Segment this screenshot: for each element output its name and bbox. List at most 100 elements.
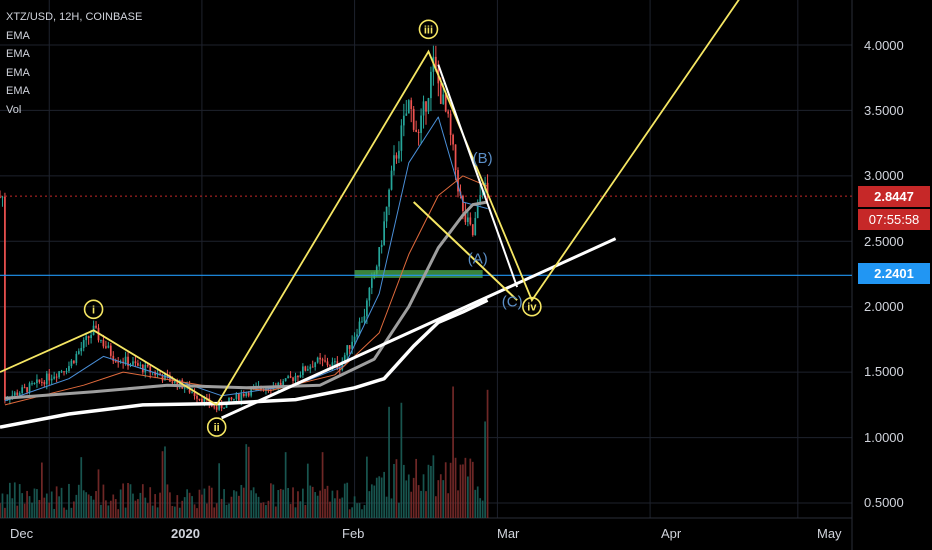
price-tick: 0.5000 <box>864 495 904 510</box>
candle-body <box>235 393 238 399</box>
time-tick: Feb <box>342 526 365 541</box>
candle-body <box>75 353 78 363</box>
volume-bar <box>43 497 46 518</box>
indicator-ema-4[interactable]: EMA <box>6 85 30 97</box>
volume-bar <box>395 459 398 518</box>
price-tick: 2.5000 <box>864 234 904 249</box>
candle-body <box>203 397 206 403</box>
volume-bar <box>252 487 255 518</box>
candle-body <box>90 335 92 339</box>
candle-body <box>105 346 107 348</box>
candle-body <box>444 94 447 112</box>
volume-bar <box>203 488 206 518</box>
candle-body <box>358 321 361 335</box>
candle-body <box>228 397 230 402</box>
volume-bar <box>284 452 287 518</box>
candle-body <box>215 406 218 410</box>
volume-bar <box>358 503 361 518</box>
candle-body <box>245 392 248 397</box>
volume-bar <box>28 496 31 518</box>
candle-body <box>18 393 21 396</box>
candle-body <box>343 355 346 362</box>
wave-label-circle <box>206 417 227 437</box>
candle-body <box>476 202 479 219</box>
volume-bar <box>85 492 88 518</box>
volume-bar <box>225 504 228 518</box>
candle-body <box>114 361 117 363</box>
volume-bar <box>109 500 112 518</box>
volume-bar <box>375 477 378 518</box>
volume-bar <box>45 493 48 518</box>
candle-body <box>23 387 26 389</box>
support-zone <box>354 270 483 278</box>
volume-bar <box>326 485 329 518</box>
candle-body <box>469 217 472 225</box>
price-tick: 3.5000 <box>864 103 904 118</box>
price-tick: 4.0000 <box>864 38 904 53</box>
volume-bar <box>272 484 275 518</box>
candle-body <box>422 101 425 116</box>
volume-bar <box>181 500 184 518</box>
volume-bar <box>430 465 432 518</box>
volume-bar <box>474 489 477 518</box>
candle-body <box>368 287 371 301</box>
indicator-ema-2[interactable]: EMA <box>6 48 30 60</box>
volume-bar <box>218 463 221 518</box>
volume-bar <box>442 480 445 518</box>
volume-bar <box>124 507 127 518</box>
volume-bar <box>454 457 457 518</box>
volume-bar <box>462 464 464 518</box>
candle-body <box>407 100 410 114</box>
volume-bar <box>1 493 4 518</box>
indicator-ema-1[interactable]: EMA <box>6 29 30 42</box>
indicator-volume[interactable]: Vol <box>6 103 22 116</box>
candle-body <box>282 381 285 386</box>
volume-bar <box>334 498 336 518</box>
candle-body <box>425 101 427 112</box>
candle-body <box>454 144 457 171</box>
volume-bar <box>11 498 14 518</box>
candle-body <box>474 218 477 236</box>
volume-bar <box>105 500 107 518</box>
candle-body <box>196 396 198 399</box>
volume-bar <box>149 487 152 518</box>
candle-body <box>321 359 324 361</box>
candle-body <box>462 195 464 212</box>
price-tick: 2.0000 <box>864 299 904 314</box>
volume-bar <box>405 480 408 518</box>
volume-bar <box>156 507 159 518</box>
volume-bar <box>257 496 260 518</box>
candle-body <box>109 345 112 356</box>
volume-bar <box>299 501 302 518</box>
volume-bar <box>292 487 294 518</box>
volume-bar <box>412 477 415 518</box>
symbol-title: XTZ/USD, 12H, COINBASE <box>6 11 143 23</box>
volume-bar <box>166 484 169 518</box>
candle-body <box>400 125 403 151</box>
wave-label-ii: ii <box>214 422 220 434</box>
volume-bar <box>329 501 331 518</box>
volume-bar <box>40 462 43 518</box>
volume-bar <box>432 455 435 518</box>
ema-line-fast <box>4 116 488 402</box>
candle-body <box>356 334 358 337</box>
candle-body <box>0 196 1 198</box>
volume-bar <box>151 505 154 518</box>
time-tick: 2020 <box>171 526 200 541</box>
volume-bar <box>178 507 181 518</box>
volume-bar <box>235 491 238 518</box>
candle-body <box>334 361 336 363</box>
volume-bar <box>351 507 353 518</box>
candle-body <box>171 381 174 383</box>
volume-bar <box>141 484 144 518</box>
volume-bar <box>230 496 233 518</box>
volume-bar <box>270 483 272 518</box>
candle-body <box>395 155 398 159</box>
indicator-ema-3[interactable]: EMA <box>6 66 30 79</box>
volume-bar <box>476 486 479 518</box>
volume-bar <box>304 504 307 518</box>
volume-bar <box>201 494 203 518</box>
volume-bar <box>164 446 166 518</box>
candle-body <box>144 364 147 373</box>
